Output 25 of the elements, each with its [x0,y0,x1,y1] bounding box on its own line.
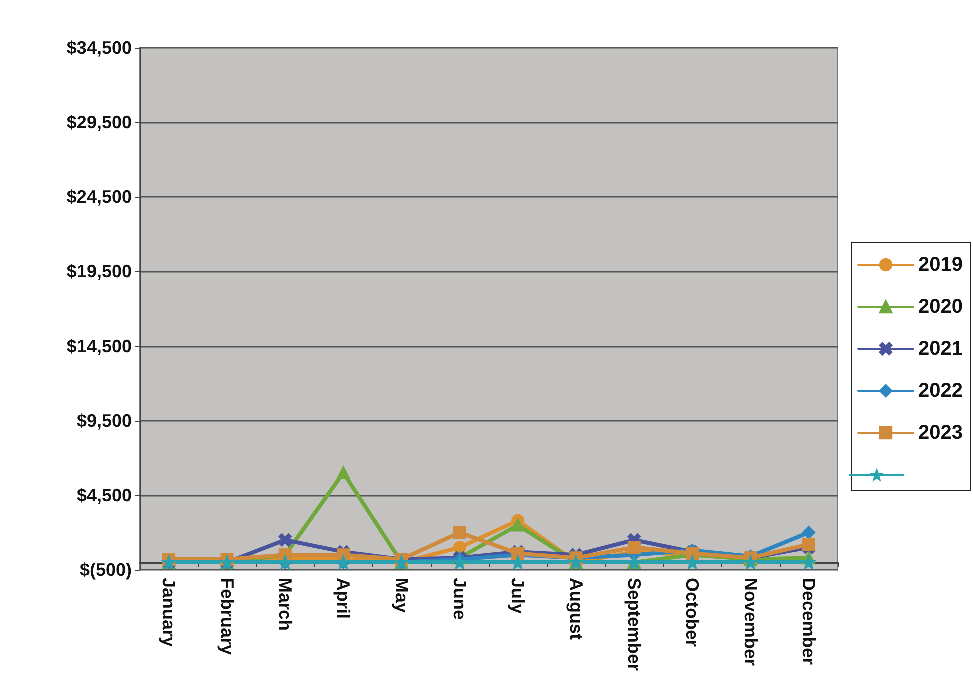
x-tick-label: March [275,578,296,632]
legend-label: 2019 [918,254,964,276]
x-tick-label: December [798,578,819,666]
x-tick-label: August [566,578,586,640]
y-tick-label: $(500) [80,560,132,580]
legend-label: 2021 [918,338,964,360]
x-tick-label: June [450,578,470,620]
x-tick-label: September [624,578,644,672]
y-tick-label: $4,500 [76,485,132,506]
x-tick-label: October [682,578,703,648]
y-tick-label: $24,500 [66,187,132,208]
x-tick-label: February [217,578,238,656]
legend-label: 2022 [918,380,964,402]
y-tick-label: $9,500 [76,410,132,431]
x-tick-label: April [334,578,354,620]
y-tick-label: $19,500 [66,262,132,282]
x-tick-label: July [508,578,528,614]
y-tick-label: $29,500 [66,112,132,133]
y-tick-label: $34,500 [66,38,132,58]
x-tick-label: May [392,578,412,614]
legend-label: 2020 [918,296,964,318]
legend-label: 2023 [918,422,964,444]
y-tick-label: $14,500 [66,336,132,356]
x-tick-label: January [159,578,180,648]
x-tick-label: November [740,578,761,666]
